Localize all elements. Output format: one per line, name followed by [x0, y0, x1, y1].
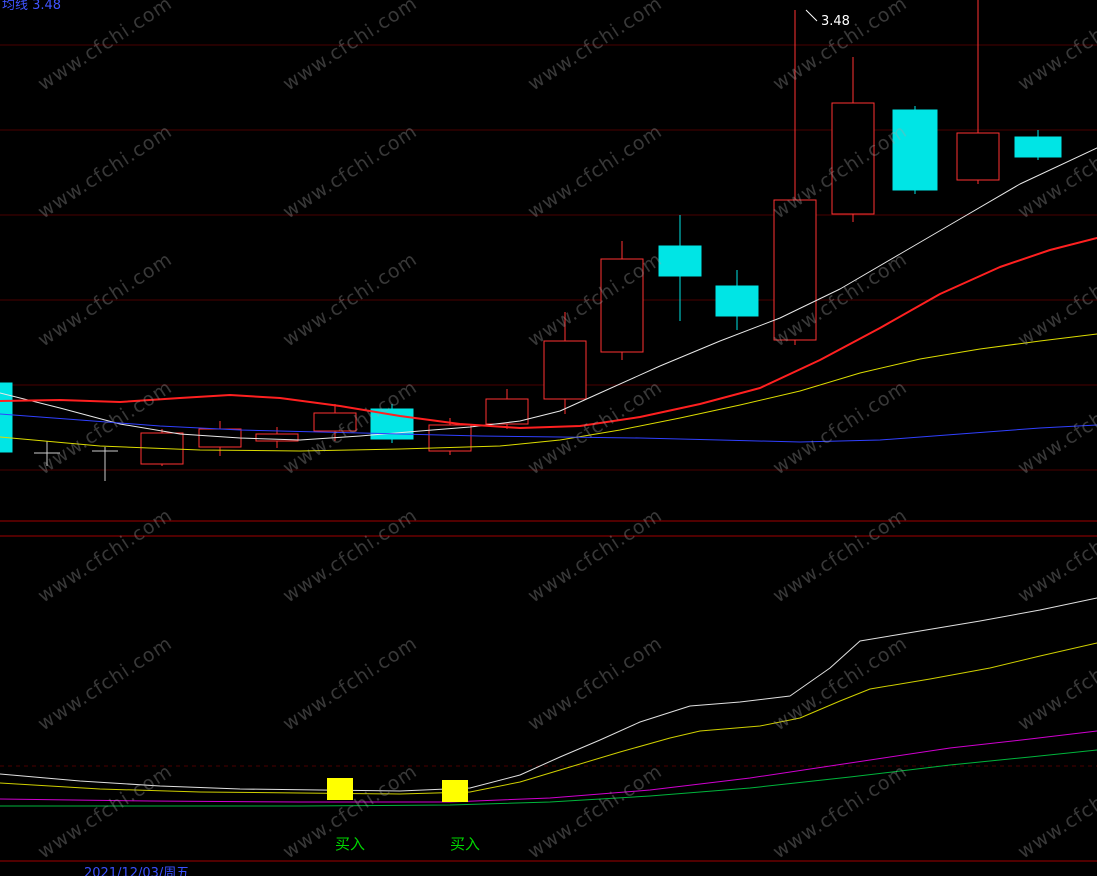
- candle-body: [892, 109, 938, 191]
- price-high-annotation: 3.48: [821, 14, 850, 29]
- indicator-line-green: [0, 749, 1097, 807]
- candle-body: [658, 245, 702, 277]
- indicator-readout: 均线 3.48: [2, 0, 62, 13]
- indicator-line-white: [0, 597, 1097, 792]
- price-pointer-line: [805, 9, 818, 22]
- ma-line-red: [0, 237, 1097, 429]
- indicator-line-magenta: [0, 730, 1097, 803]
- date-axis-label: 2021/12/03/周五: [84, 866, 190, 876]
- candle-body: [543, 340, 587, 400]
- buy-signal-label: 买入: [335, 835, 365, 853]
- ma-line-yellow: [0, 333, 1097, 452]
- candle-body: [485, 398, 529, 425]
- candle-body: [600, 258, 644, 353]
- candle-body: [1014, 136, 1062, 158]
- indicator-line-yellow: [0, 642, 1097, 795]
- candle-body: [831, 102, 875, 215]
- candle-body: [773, 199, 817, 341]
- candle-body: [255, 433, 299, 442]
- buy-signal-marker[interactable]: [327, 778, 353, 800]
- ma-line-white: [0, 147, 1097, 441]
- candle-body: [715, 285, 759, 317]
- ma-line-blue: [0, 413, 1097, 443]
- buy-signal-label: 买入: [450, 835, 480, 853]
- candle-body: [313, 412, 357, 432]
- candle-body: [956, 132, 1000, 181]
- buy-signal-marker[interactable]: [442, 780, 468, 802]
